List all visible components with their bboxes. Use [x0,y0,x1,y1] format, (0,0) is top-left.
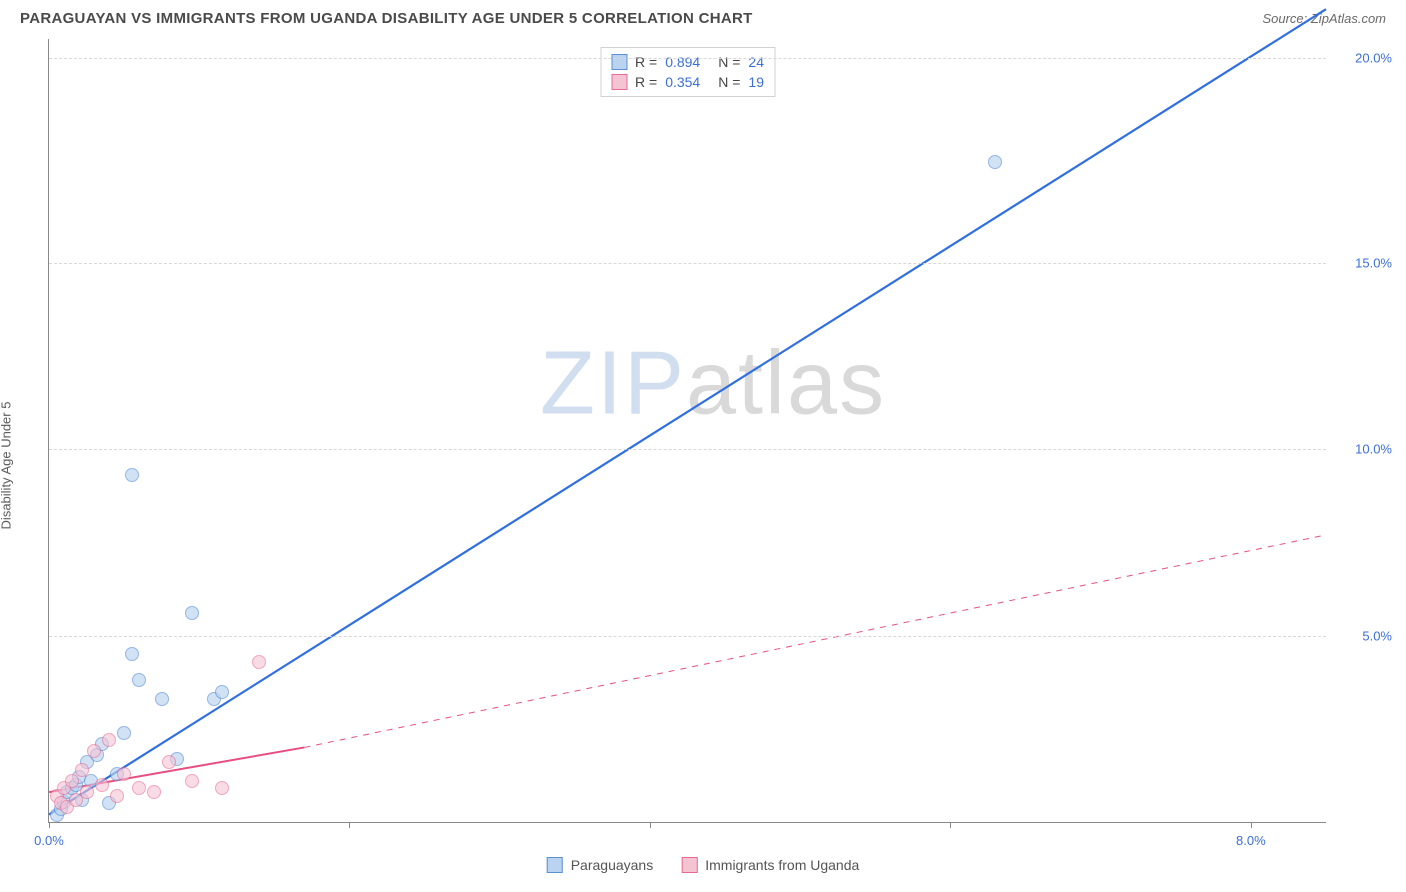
data-point [988,155,1002,169]
data-point [80,785,94,799]
legend-label: Immigrants from Uganda [705,857,859,873]
data-point [147,785,161,799]
data-point [252,655,266,669]
watermark-atlas: atlas [686,333,886,433]
header: PARAGUAYAN VS IMMIGRANTS FROM UGANDA DIS… [0,0,1406,33]
data-point [87,744,101,758]
data-point [185,774,199,788]
x-tick [49,822,50,828]
legend-row: R = 0.894 N = 24 [611,52,764,72]
series-legend: Paraguayans Immigrants from Uganda [547,857,860,873]
plot-area: ZIPatlas R =0.894N =24R =0.354N =19 5.0%… [48,39,1326,823]
trend-line [49,9,1326,814]
x-tick [650,822,651,828]
data-point [75,763,89,777]
data-point [215,781,229,795]
n-label: N = [718,54,740,70]
watermark-zip: ZIP [540,333,686,433]
x-tick [349,822,350,828]
data-point [65,774,79,788]
r-value: 0.354 [665,74,700,90]
y-tick-label: 10.0% [1355,442,1392,457]
n-label: N = [718,74,740,90]
chart-container: Disability Age Under 5 ZIPatlas R = 0.894… [0,33,1406,883]
data-point [102,733,116,747]
y-tick-label: 5.0% [1362,628,1392,643]
data-point [185,606,199,620]
x-tick-label: 0.0% [34,833,64,848]
data-point [155,692,169,706]
y-axis-label: Disability Age Under 5 [0,402,14,530]
r-value: 0.894 [665,54,700,70]
legend-swatch [547,857,563,873]
data-point [125,468,139,482]
data-point [125,647,139,661]
watermark: ZIPatlas [540,332,886,435]
x-tick [1251,822,1252,828]
x-tick [950,822,951,828]
data-point [215,685,229,699]
data-point [95,778,109,792]
data-point [110,789,124,803]
legend-item: Immigrants from Uganda [681,857,859,873]
legend-swatch [611,54,627,70]
y-tick-label: 20.0% [1355,50,1392,65]
y-tick-label: 15.0% [1355,255,1392,270]
data-point [117,726,131,740]
r-label: R = [635,54,657,70]
gridline [49,636,1326,637]
n-value: 24 [748,54,764,70]
source-attribution: Source: ZipAtlas.com [1262,11,1386,26]
correlation-legend: R = 0.894 N = 24 R = 0.354 N = 19 [600,47,775,97]
data-point [162,755,176,769]
legend-item: Paraguayans [547,857,654,873]
legend-swatch [611,74,627,90]
legend-label: Paraguayans [571,857,654,873]
gridline [49,58,1326,59]
gridline [49,263,1326,264]
trend-line [304,535,1326,748]
data-point [132,781,146,795]
legend-row: R = 0.354 N = 19 [611,72,764,92]
n-value: 19 [748,74,764,90]
chart-title: PARAGUAYAN VS IMMIGRANTS FROM UGANDA DIS… [20,10,753,27]
x-tick-label: 8.0% [1236,833,1266,848]
legend-swatch [681,857,697,873]
gridline [49,449,1326,450]
r-label: R = [635,74,657,90]
trend-lines [49,39,1326,822]
data-point [132,673,146,687]
data-point [117,767,131,781]
